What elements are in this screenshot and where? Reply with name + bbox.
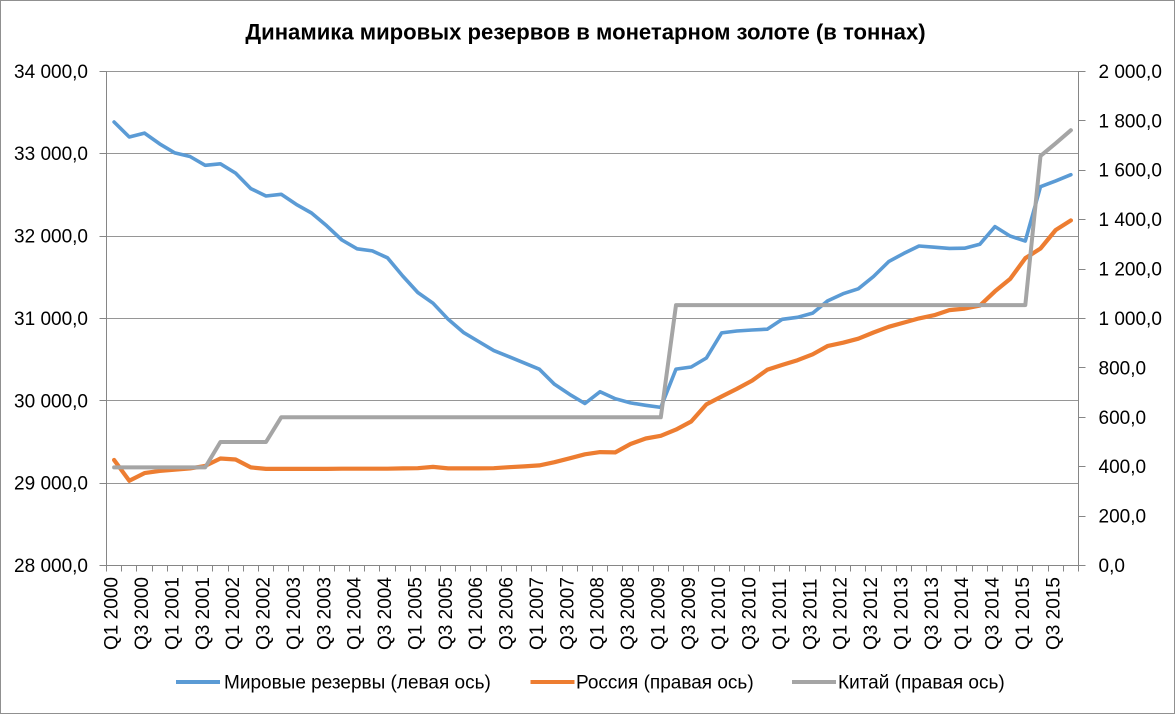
svg-text:Q3 2015: Q3 2015 (1043, 577, 1064, 650)
svg-text:1 800,0: 1 800,0 (1099, 111, 1162, 132)
svg-text:Q1 2014: Q1 2014 (952, 577, 973, 650)
svg-text:31 000,0: 31 000,0 (14, 309, 88, 330)
svg-text:Q3 2006: Q3 2006 (497, 577, 518, 650)
svg-text:Q1 2013: Q1 2013 (891, 577, 912, 650)
svg-text:Q3 2000: Q3 2000 (132, 577, 153, 650)
svg-text:Q1 2004: Q1 2004 (345, 577, 366, 650)
svg-text:Q3 2002: Q3 2002 (254, 577, 275, 650)
svg-text:400,0: 400,0 (1099, 457, 1147, 478)
svg-text:Q3 2007: Q3 2007 (557, 577, 578, 650)
svg-text:Q1 2010: Q1 2010 (709, 577, 730, 650)
svg-text:1 400,0: 1 400,0 (1099, 210, 1162, 231)
svg-text:1 600,0: 1 600,0 (1099, 161, 1162, 182)
svg-text:33 000,0: 33 000,0 (14, 144, 88, 165)
svg-text:Q3 2013: Q3 2013 (922, 577, 943, 650)
svg-text:Q1 2008: Q1 2008 (588, 577, 609, 650)
svg-text:Q1 2006: Q1 2006 (466, 577, 487, 650)
svg-text:600,0: 600,0 (1099, 408, 1147, 429)
svg-text:30 000,0: 30 000,0 (14, 391, 88, 412)
svg-text:Q1 2007: Q1 2007 (527, 577, 548, 650)
svg-text:Q3 2008: Q3 2008 (618, 577, 639, 650)
svg-text:Q1 2011: Q1 2011 (770, 579, 791, 650)
svg-text:28 000,0: 28 000,0 (14, 556, 88, 577)
svg-text:Китай (правая ось): Китай (правая ось) (838, 673, 1005, 694)
svg-text:Q3 2014: Q3 2014 (983, 577, 1004, 650)
svg-text:Q1 2001: Q1 2001 (162, 577, 183, 650)
svg-text:Q3 2011: Q3 2011 (800, 579, 821, 650)
svg-text:Россия (правая ось): Россия (правая ось) (576, 673, 754, 694)
svg-text:Q1 2015: Q1 2015 (1013, 577, 1034, 650)
svg-text:Q3 2004: Q3 2004 (375, 577, 396, 650)
svg-text:800,0: 800,0 (1099, 358, 1147, 379)
svg-text:2 000,0: 2 000,0 (1099, 62, 1162, 83)
svg-text:Q1 2005: Q1 2005 (405, 577, 426, 650)
svg-text:Q3 2012: Q3 2012 (861, 577, 882, 650)
svg-text:0,0: 0,0 (1099, 556, 1125, 577)
svg-text:Q3 2001: Q3 2001 (193, 577, 214, 650)
svg-text:Q3 2010: Q3 2010 (740, 577, 761, 650)
svg-text:1 000,0: 1 000,0 (1099, 309, 1162, 330)
svg-text:200,0: 200,0 (1099, 507, 1147, 528)
svg-text:Q3 2005: Q3 2005 (436, 577, 457, 650)
svg-text:32 000,0: 32 000,0 (14, 227, 88, 248)
svg-text:Q1 2002: Q1 2002 (223, 577, 244, 650)
svg-text:Q1 2003: Q1 2003 (284, 577, 305, 650)
svg-text:34 000,0: 34 000,0 (14, 62, 88, 83)
svg-text:Динамика мировых резервов в мо: Динамика мировых резервов в монетарном з… (245, 20, 925, 45)
svg-text:Q1 2012: Q1 2012 (831, 577, 852, 650)
svg-text:Q1 2009: Q1 2009 (648, 577, 669, 650)
svg-text:1 200,0: 1 200,0 (1099, 260, 1162, 281)
svg-text:Q1 2000: Q1 2000 (102, 577, 123, 650)
svg-text:Мировые резервы (левая ось): Мировые резервы (левая ось) (224, 673, 491, 694)
svg-text:Q3 2009: Q3 2009 (679, 577, 700, 650)
svg-text:Q3 2003: Q3 2003 (314, 577, 335, 650)
svg-text:29 000,0: 29 000,0 (14, 474, 88, 495)
